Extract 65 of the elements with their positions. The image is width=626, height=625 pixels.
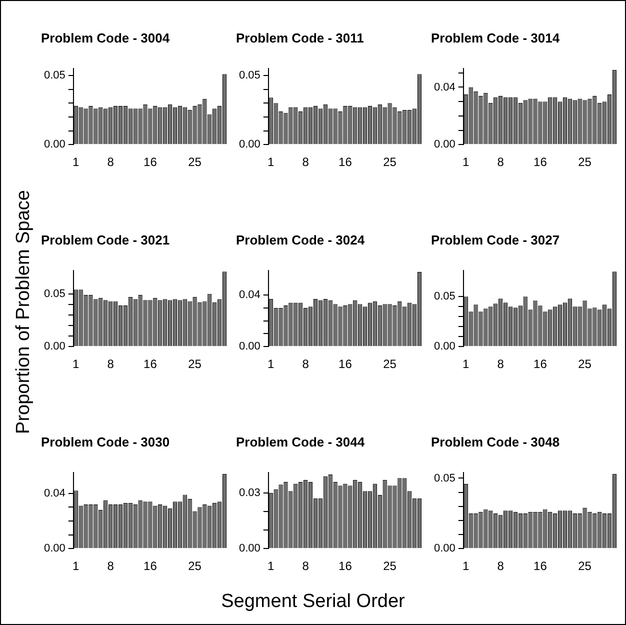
y-tick-label: 0.00 (434, 138, 456, 151)
chart-title: Problem Code - 3048 (431, 434, 560, 450)
x-tick-label: 16 (338, 559, 352, 574)
x-axis-title: Segment Serial Order (220, 591, 406, 613)
chart-title: Problem Code - 3044 (236, 434, 366, 450)
y-axis-title: Proportion of Problem Space (13, 189, 35, 436)
y-tick-label: 0.05 (434, 290, 456, 303)
x-tick-label: 8 (497, 155, 504, 170)
x-tick-label: 8 (497, 357, 504, 372)
y-tick-label: 0.00 (44, 138, 66, 151)
x-tick-label: 16 (338, 357, 352, 372)
x-tick-label: 25 (383, 357, 397, 372)
x-tick-label: 16 (144, 357, 158, 372)
x-tick-label: 16 (144, 155, 158, 170)
chart-title: Problem Code - 3011 (236, 30, 364, 46)
x-tick-label: 8 (107, 155, 114, 170)
y-tick-label: 0.03 (238, 487, 260, 500)
x-tick-label: 8 (302, 357, 310, 372)
chart-title: Problem Code - 3027 (431, 232, 560, 248)
x-tick-label: 8 (107, 559, 114, 574)
x-tick-label: 16 (144, 559, 158, 574)
x-tick-label: 1 (268, 155, 275, 170)
y-tick-label: 0.00 (434, 542, 456, 555)
x-tick-label: 16 (338, 155, 352, 170)
y-tick-label: 0.00 (238, 340, 260, 353)
x-tick-label: 16 (534, 559, 548, 574)
x-tick-label: 25 (188, 559, 202, 574)
x-tick-label: 8 (302, 155, 310, 170)
x-tick-label: 16 (534, 155, 548, 170)
y-tick-label: 0.05 (44, 288, 66, 300)
chart-title: Problem Code - 3021 (41, 232, 170, 248)
x-tick-label: 25 (578, 155, 592, 170)
y-tick-label: 0.04 (238, 289, 260, 302)
x-tick-label: 1 (268, 357, 275, 372)
y-tick-label: 0.05 (44, 70, 66, 82)
chart-title: Problem Code - 3030 (41, 434, 170, 450)
y-tick-label: 0.04 (44, 487, 66, 500)
chart-title: Problem Code - 3014 (431, 30, 560, 46)
x-tick-label: 8 (107, 357, 114, 372)
y-tick-label: 0.04 (434, 81, 456, 94)
y-tick-label: 0.00 (434, 340, 456, 353)
y-tick-label: 0.00 (44, 542, 66, 555)
x-tick-label: 25 (188, 357, 202, 372)
x-tick-label: 16 (534, 357, 548, 372)
x-tick-label: 8 (302, 559, 310, 574)
x-tick-label: 1 (72, 559, 80, 574)
x-tick-label: 8 (497, 559, 504, 574)
x-tick-label: 25 (383, 155, 397, 170)
y-tick-label: 0.00 (238, 542, 260, 555)
chart-title: Problem Code - 3024 (236, 232, 366, 248)
y-tick-label: 0.05 (238, 70, 260, 82)
x-tick-label: 1 (72, 357, 80, 372)
y-tick-label: 0.00 (44, 340, 66, 353)
x-tick-label: 25 (578, 357, 592, 372)
x-tick-label: 25 (383, 559, 397, 574)
x-tick-label: 1 (72, 155, 80, 170)
x-tick-label: 1 (462, 155, 470, 170)
y-tick-label: 0.05 (434, 472, 456, 484)
x-tick-label: 1 (462, 357, 470, 372)
x-tick-label: 1 (268, 559, 275, 574)
x-tick-label: 25 (578, 559, 592, 574)
x-tick-label: 25 (188, 155, 202, 170)
x-tick-label: 1 (462, 559, 470, 574)
y-tick-label: 0.00 (238, 138, 260, 151)
chart-title: Problem Code - 3004 (41, 30, 170, 46)
